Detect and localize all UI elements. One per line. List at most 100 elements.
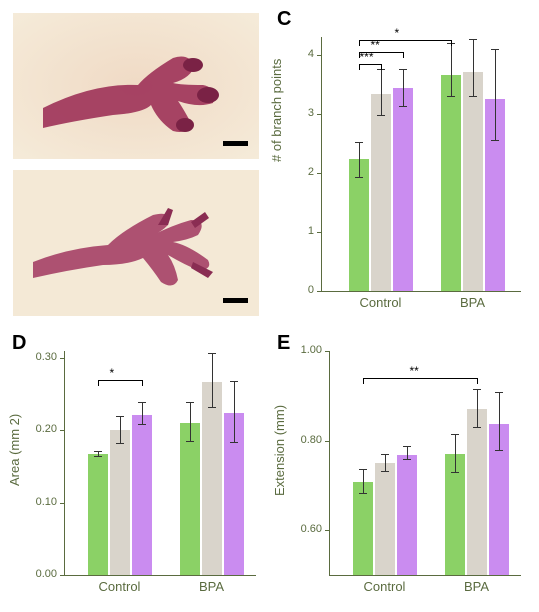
y-tick-label: 2 <box>274 166 314 178</box>
x-group-label: Control <box>88 579 152 594</box>
error-bar <box>455 434 456 472</box>
error-cap <box>403 446 411 447</box>
y-tick-label: 4 <box>274 48 314 60</box>
error-cap <box>451 472 459 473</box>
significance-bracket <box>359 64 381 65</box>
error-cap <box>381 454 389 455</box>
error-bar <box>473 39 474 96</box>
y-tick <box>317 173 322 174</box>
error-cap <box>94 451 102 452</box>
y-tick-label: 0.20 <box>17 423 57 435</box>
significance-tick <box>359 52 360 58</box>
y-tick-label: 0.00 <box>17 568 57 580</box>
error-cap <box>208 353 216 354</box>
significance-tick <box>142 380 143 386</box>
error-cap <box>377 115 385 116</box>
y-tick <box>60 575 65 576</box>
x-group-label: Control <box>353 579 417 594</box>
y-tick <box>60 358 65 359</box>
significance-tick <box>451 40 452 46</box>
bar <box>371 94 391 291</box>
y-tick <box>317 55 322 56</box>
error-cap <box>495 392 503 393</box>
bar <box>349 159 369 291</box>
error-bar <box>381 69 382 114</box>
error-bar <box>142 402 143 424</box>
micrograph-a <box>13 13 259 159</box>
y-tick <box>60 503 65 504</box>
x-group-label: BPA <box>445 579 509 594</box>
y-axis-label-e: Extension (mm) <box>272 405 287 496</box>
bar <box>393 88 413 291</box>
significance-tick <box>98 380 99 386</box>
y-tick-label: 0.30 <box>17 351 57 363</box>
error-cap <box>491 140 499 141</box>
x-group-label: Control <box>349 295 413 310</box>
error-cap <box>377 69 385 70</box>
error-bar <box>385 454 386 471</box>
error-cap <box>473 389 481 390</box>
error-bar <box>212 353 213 407</box>
significance-tick <box>381 64 382 70</box>
error-bar <box>495 49 496 141</box>
error-cap <box>94 456 102 457</box>
error-bar <box>120 416 121 443</box>
error-cap <box>403 459 411 460</box>
bar <box>397 455 417 575</box>
bar <box>463 72 483 291</box>
error-cap <box>208 407 216 408</box>
error-cap <box>491 49 499 50</box>
error-cap <box>359 469 367 470</box>
significance-tick <box>477 378 478 384</box>
x-group-label: BPA <box>180 579 244 594</box>
error-cap <box>473 427 481 428</box>
error-cap <box>230 442 238 443</box>
micrograph-b <box>13 170 259 316</box>
significance-bracket <box>98 380 142 381</box>
error-cap <box>399 69 407 70</box>
area-chart: Area (mm 2) 0.000.100.200.30ControlBPA* <box>12 336 267 606</box>
error-bar <box>477 389 478 427</box>
error-cap <box>186 441 194 442</box>
error-cap <box>469 39 477 40</box>
error-cap <box>116 416 124 417</box>
error-cap <box>116 443 124 444</box>
significance-label: ** <box>410 364 419 378</box>
plot-area-c: 01234ControlBPA****** <box>321 37 521 292</box>
significance-label: * <box>395 26 400 40</box>
y-tick-label: 0.80 <box>282 434 322 446</box>
bar <box>441 75 461 291</box>
significance-tick <box>403 52 404 58</box>
error-bar <box>407 446 408 459</box>
significance-bracket <box>359 40 451 41</box>
error-cap <box>230 381 238 382</box>
bar <box>132 415 152 575</box>
bar <box>110 430 130 575</box>
error-cap <box>381 471 389 472</box>
y-tick <box>317 291 322 292</box>
plot-area-e: 0.600.801.00ControlBPA** <box>329 351 521 576</box>
significance-label: * <box>110 366 115 380</box>
y-tick-label: 0.60 <box>282 523 322 535</box>
error-cap <box>451 434 459 435</box>
y-tick <box>325 351 330 352</box>
y-tick <box>60 430 65 431</box>
significance-bracket <box>359 52 403 53</box>
y-tick <box>325 530 330 531</box>
error-bar <box>363 469 364 494</box>
significance-bracket <box>363 378 477 379</box>
error-bar <box>190 402 191 442</box>
y-tick-label: 1 <box>274 225 314 237</box>
bar <box>202 382 222 575</box>
plot-area-d: 0.000.100.200.30ControlBPA* <box>64 351 256 576</box>
x-group-label: BPA <box>441 295 505 310</box>
bar <box>88 454 108 575</box>
y-tick-label: 0 <box>274 284 314 296</box>
bar <box>353 482 373 575</box>
error-cap <box>469 96 477 97</box>
error-cap <box>138 424 146 425</box>
extension-chart: Extension (mm) 0.600.801.00ControlBPA** <box>277 336 532 606</box>
significance-tick <box>363 378 364 384</box>
y-tick <box>317 114 322 115</box>
bar <box>375 463 395 575</box>
